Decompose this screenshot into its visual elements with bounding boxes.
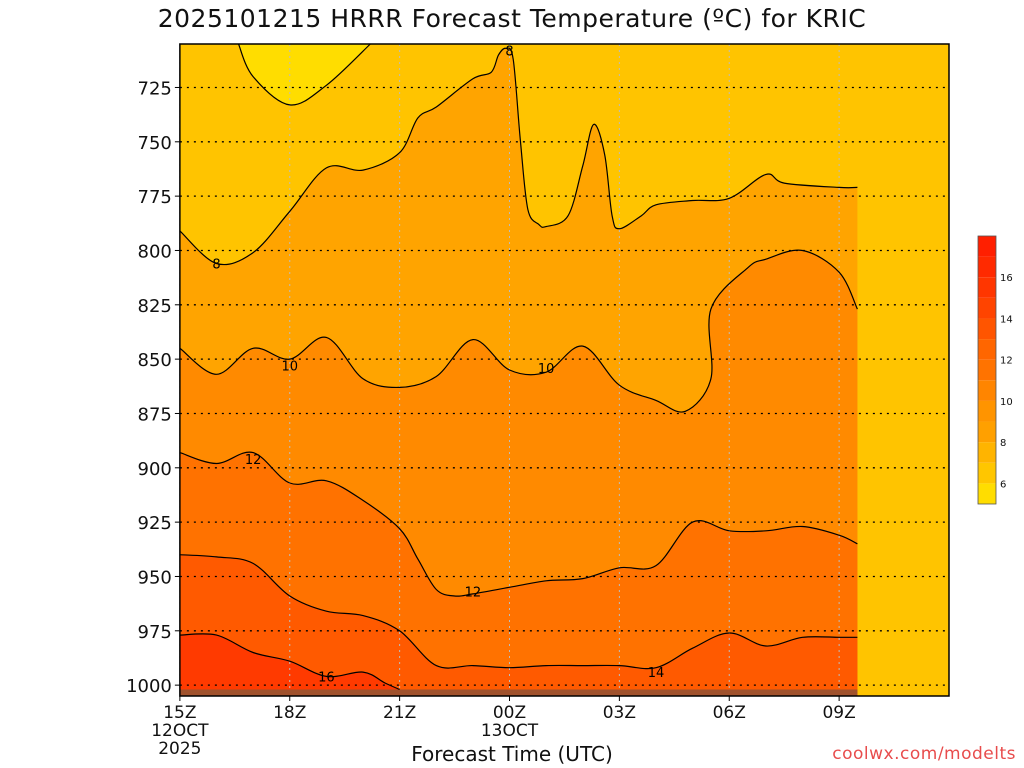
y-tick-label: 925 <box>138 513 172 534</box>
y-tick-label: 775 <box>138 187 172 208</box>
y-tick-label: 800 <box>138 241 172 262</box>
y-tick-label: 975 <box>138 622 172 643</box>
y-tick-label: 850 <box>138 350 172 371</box>
x-tick-label: 18Z <box>273 703 306 723</box>
isotherm-8 <box>179 47 858 266</box>
colorbar-label: 10 <box>1000 397 1013 408</box>
y-tick-label: 825 <box>138 296 172 317</box>
contour-label: 14 <box>648 666 665 681</box>
plot-frame <box>179 43 950 697</box>
x-tick-label: 12OCT <box>151 721 209 741</box>
isotherm-16 <box>179 633 400 691</box>
colorbar-swatch <box>978 318 996 340</box>
colorbar-label: 14 <box>1000 314 1013 325</box>
contour-label: 12 <box>465 586 482 601</box>
colorbar-swatch <box>978 483 996 504</box>
isotherm-10 <box>179 249 858 413</box>
isotherm-6 <box>237 43 371 106</box>
colorbar-swatch <box>978 297 996 319</box>
y-tick-label: 750 <box>138 133 172 154</box>
y-tick-label: 725 <box>138 78 172 99</box>
y-tick-label: 1000 <box>126 676 172 697</box>
colorbar-label: 6 <box>1000 479 1006 490</box>
colorbar-swatch <box>978 236 996 257</box>
x-tick-label: 06Z <box>713 703 746 723</box>
x-tick-label: 2025 <box>158 739 201 759</box>
band-above-14 <box>179 554 858 696</box>
colorbar-swatch <box>978 277 996 298</box>
colorbar-swatch <box>978 380 996 401</box>
colorbar-label: 8 <box>1000 438 1006 449</box>
x-tick-label: 13OCT <box>481 721 539 741</box>
contour-label: 8 <box>505 45 513 60</box>
ground-surface <box>179 689 858 696</box>
colorbar-swatch <box>978 400 996 422</box>
contour-label: 8 <box>212 258 220 273</box>
x-axis-label: Forecast Time (UTC) <box>411 742 613 766</box>
chart-title: 2025101215 HRRR Forecast Temperature (ºC… <box>157 4 867 33</box>
isotherm-14 <box>179 554 858 670</box>
colorbar-label: 12 <box>1000 356 1013 367</box>
colorbar-swatch <box>978 421 996 443</box>
colorbar-frame <box>977 235 997 505</box>
colorbar-swatch <box>978 462 996 484</box>
x-tick-label: 00Z <box>493 703 526 723</box>
colorbar-swatch <box>978 339 996 360</box>
colorbar-swatch <box>978 442 996 463</box>
colorbar-swatch <box>978 359 996 381</box>
isotherm-12 <box>179 451 858 597</box>
x-tick-label: 15Z <box>163 703 196 723</box>
y-tick-label: 875 <box>138 404 172 425</box>
x-tick-label: 03Z <box>603 703 636 723</box>
x-tick-label: 21Z <box>383 703 416 723</box>
x-tick-label: 09Z <box>822 703 855 723</box>
y-tick-label: 900 <box>138 459 172 480</box>
contour-label: 12 <box>245 453 262 468</box>
colorbar-label: 16 <box>1000 273 1013 284</box>
contour-label: 10 <box>538 362 555 377</box>
contour-label: 16 <box>318 670 335 685</box>
no-data-left <box>70 44 180 696</box>
colorbar-swatch <box>978 256 996 278</box>
band-below-6 <box>238 44 371 106</box>
watermark-link[interactable]: coolwx.com/modelts <box>832 744 1016 764</box>
y-tick-label: 950 <box>138 567 172 588</box>
contour-label: 10 <box>281 360 298 375</box>
